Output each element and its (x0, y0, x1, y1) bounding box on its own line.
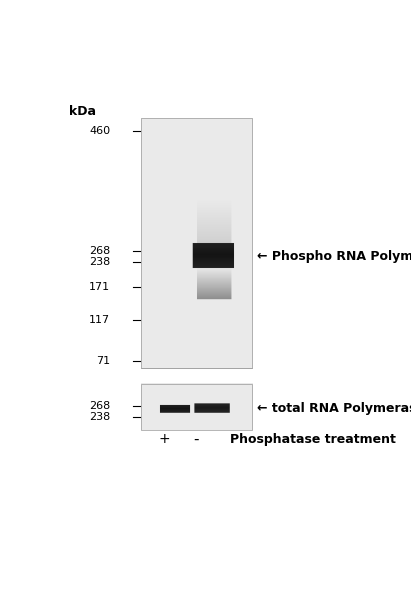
Text: Phosphatase treatment: Phosphatase treatment (230, 433, 396, 446)
Bar (141, 118, 252, 368)
Text: 268: 268 (89, 401, 110, 412)
Text: 71: 71 (96, 356, 110, 366)
Bar (141, 118, 252, 368)
Text: 238: 238 (89, 412, 110, 422)
Text: 460: 460 (89, 125, 110, 136)
Text: 238: 238 (89, 257, 110, 268)
Text: +: + (159, 432, 170, 446)
Text: 171: 171 (89, 282, 110, 292)
Text: kDa: kDa (69, 105, 96, 118)
Text: ← total RNA Polymerase II: ← total RNA Polymerase II (257, 402, 411, 415)
Text: ← Phospho RNA Polymerase II Poly(S5): ← Phospho RNA Polymerase II Poly(S5) (257, 250, 411, 263)
Text: 117: 117 (89, 314, 110, 325)
Text: 268: 268 (89, 246, 110, 256)
Bar (141, 384, 252, 430)
Text: -: - (194, 432, 199, 447)
